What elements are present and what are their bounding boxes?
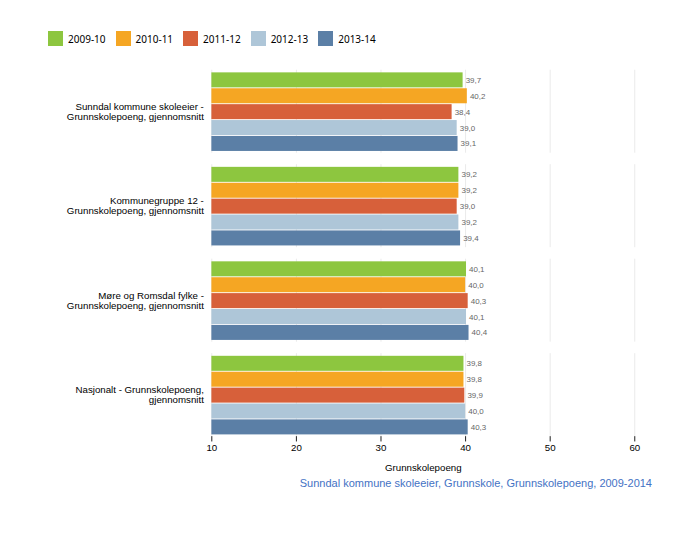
svg-text:40: 40	[460, 442, 471, 453]
svg-text:Kommunegruppe 12 -Grunnskolepo: Kommunegruppe 12 -Grunnskolepoeng, gjenn…	[67, 195, 204, 216]
svg-text:39,8: 39,8	[467, 375, 483, 384]
html-text:Sunndal kommune skoleeier, Gru: Sunndal kommune skoleeier, Grunnskole, G…	[299, 477, 652, 489]
svg-text:39,0: 39,0	[460, 202, 476, 211]
svg-text:50: 50	[545, 442, 556, 453]
svg-text:40,4: 40,4	[472, 328, 488, 337]
svg-text:39,2: 39,2	[461, 170, 477, 179]
svg-text:38,4: 38,4	[455, 108, 471, 117]
svg-text:60: 60	[629, 442, 640, 453]
svg-text:40,2: 40,2	[470, 92, 486, 101]
svg-text:20: 20	[291, 442, 302, 453]
svg-text:40,1: 40,1	[469, 265, 485, 274]
svg-text:40,1: 40,1	[469, 312, 485, 321]
svg-text:39,4: 39,4	[463, 234, 479, 243]
svg-text:Nasjonalt - Grunnskolepoeng,gj: Nasjonalt - Grunnskolepoeng,gjennomsnitt	[75, 384, 204, 405]
svg-text:39,0: 39,0	[460, 124, 476, 133]
svg-text:40,0: 40,0	[468, 281, 484, 290]
svg-text:39,2: 39,2	[461, 218, 477, 227]
svg-text:Møre og Romsdal fylke -Grunnsk: Møre og Romsdal fylke -Grunnskolepoeng, …	[67, 290, 204, 311]
html-text:2010-11: 2010-11	[135, 31, 174, 46]
svg-text:30: 30	[376, 442, 387, 453]
svg-text:39,8: 39,8	[467, 359, 483, 368]
svg-text:39,9: 39,9	[467, 391, 483, 400]
html-text:2013-14: 2013-14	[338, 31, 376, 46]
svg-text:10: 10	[206, 442, 217, 453]
svg-text:40,3: 40,3	[471, 297, 487, 306]
svg-text:39,1: 39,1	[461, 139, 477, 148]
html-text:2011-12: 2011-12	[203, 31, 241, 46]
svg-text:39,7: 39,7	[466, 76, 482, 85]
svg-text:Grunnskolepoeng: Grunnskolepoeng	[385, 462, 462, 473]
svg-text:Sunndal kommune skoleeier -Gru: Sunndal kommune skoleeier -Grunnskolepoe…	[67, 101, 204, 122]
svg-text:40,0: 40,0	[468, 407, 484, 416]
svg-text:39,2: 39,2	[461, 186, 477, 195]
svg-text:40,3: 40,3	[471, 423, 487, 432]
html-text:2009-10: 2009-10	[68, 31, 106, 46]
html-text:2012-13: 2012-13	[270, 31, 309, 46]
